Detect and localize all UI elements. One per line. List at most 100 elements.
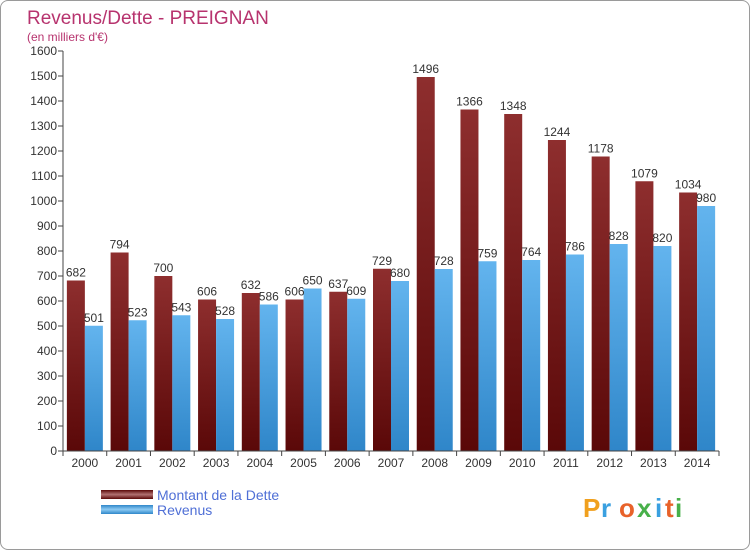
data-label-revenus: 820 [652, 231, 672, 245]
x-tick-label: 2004 [246, 456, 273, 470]
x-tick-label: 2007 [378, 456, 405, 470]
data-label-revenus: 759 [477, 246, 497, 260]
x-tick-label: 2006 [334, 456, 361, 470]
bar-debt [679, 192, 698, 451]
bar-revenus [391, 281, 409, 451]
data-label-revenus: 543 [171, 300, 191, 314]
bar-revenus [609, 244, 628, 451]
data-label-debt: 606 [197, 285, 217, 299]
x-tick-label: 2000 [72, 456, 99, 470]
data-label-revenus: 786 [565, 240, 585, 254]
bar-revenus [216, 319, 235, 451]
data-label-revenus: 609 [346, 284, 366, 298]
y-tick-label: 1500 [30, 69, 57, 83]
bars [66, 77, 716, 451]
y-tick-label: 1100 [31, 169, 57, 183]
y-tick-label: 1000 [30, 194, 57, 208]
data-label-revenus: 680 [390, 266, 410, 280]
y-tick-label: 1600 [30, 44, 57, 58]
data-label-debt: 794 [110, 238, 130, 252]
x-tick-label: 2001 [115, 456, 142, 470]
x-tick-label: 2009 [465, 456, 492, 470]
y-tick-label: 500 [37, 319, 57, 333]
x-tick-label: 2012 [596, 456, 623, 470]
x-tick-label: 2011 [553, 456, 579, 470]
bar-revenus [565, 254, 584, 451]
bar-debt [241, 293, 260, 451]
x-tick-label: 2008 [421, 456, 448, 470]
bar-debt [66, 280, 85, 451]
data-label-debt: 682 [66, 266, 86, 280]
data-label-revenus: 523 [128, 305, 148, 319]
y-tick-label: 900 [37, 219, 57, 233]
data-label-debt: 1178 [588, 142, 614, 156]
bar-debt [635, 181, 654, 451]
y-tick-label: 1200 [30, 144, 57, 158]
logo-letter: x [637, 493, 652, 523]
data-label-revenus: 650 [303, 274, 323, 288]
data-label-revenus: 528 [215, 304, 235, 318]
bar-revenus [303, 288, 322, 451]
data-label-debt: 1496 [412, 62, 439, 76]
y-tick-label: 400 [37, 344, 57, 358]
data-label-revenus: 728 [434, 254, 454, 268]
bar-revenus [347, 298, 366, 451]
data-label-debt: 1079 [631, 166, 658, 180]
legend-label-revenus: Revenus [157, 502, 212, 518]
data-label-revenus: 980 [696, 191, 716, 205]
x-tick-label: 2013 [640, 456, 667, 470]
bar-revenus [653, 246, 672, 451]
bar-revenus [172, 315, 191, 451]
bar-revenus [522, 260, 541, 451]
bar-debt [373, 268, 391, 451]
bar-debt [416, 77, 435, 451]
data-label-debt: 700 [153, 261, 173, 275]
bar-revenus [697, 206, 716, 451]
chart-subtitle: (en milliers d'€) [27, 30, 108, 44]
x-tick-label: 2002 [159, 456, 186, 470]
logo-letter: i [675, 493, 682, 523]
data-label-debt: 632 [241, 278, 261, 292]
y-tick-label: 0 [50, 444, 57, 458]
data-label-revenus: 586 [259, 290, 279, 304]
bar-revenus [434, 269, 453, 451]
y-tick-label: 700 [37, 269, 57, 283]
data-label-debt: 1366 [456, 95, 483, 109]
logo-letter: o [619, 493, 635, 523]
bar-debt [154, 276, 173, 451]
data-label-revenus: 501 [84, 311, 104, 325]
data-label-debt: 637 [328, 277, 348, 291]
bar-revenus [128, 320, 147, 451]
logo-letter: r [601, 493, 611, 523]
x-tick-label: 2005 [290, 456, 317, 470]
bar-debt [285, 299, 304, 451]
bar-debt [329, 291, 348, 451]
bar-revenus [259, 304, 278, 451]
x-axis: 2000 2001 2002 2003 2004 2005 2006 2007 2008 2009… [62, 450, 720, 470]
y-tick-label: 800 [37, 244, 57, 258]
y-tick-label: 300 [37, 369, 57, 383]
x-tick-label: 2003 [203, 456, 230, 470]
y-axis: 0 100 200 300 400 500 600 700 800 900 1000 1100 1200… [30, 44, 64, 458]
logo-letter: i [655, 493, 662, 523]
bar-debt [547, 140, 566, 451]
y-tick-label: 1400 [30, 94, 57, 108]
data-label-debt: 606 [285, 285, 305, 299]
data-label-revenus: 828 [609, 229, 629, 243]
bar-debt [460, 109, 479, 451]
data-label-debt: 1034 [675, 178, 702, 192]
bar-debt [504, 114, 523, 451]
y-tick-label: 600 [37, 294, 57, 308]
x-tick-label: 2010 [509, 456, 536, 470]
bar-debt [198, 299, 217, 451]
data-label-debt: 1244 [544, 125, 571, 139]
x-tick-label: 2014 [684, 456, 711, 470]
bar-debt [110, 252, 129, 451]
data-label-debt: 729 [372, 254, 392, 268]
chart-title: Revenus/Dette - PREIGNAN [27, 8, 269, 29]
legend-swatch-debt [101, 490, 153, 499]
